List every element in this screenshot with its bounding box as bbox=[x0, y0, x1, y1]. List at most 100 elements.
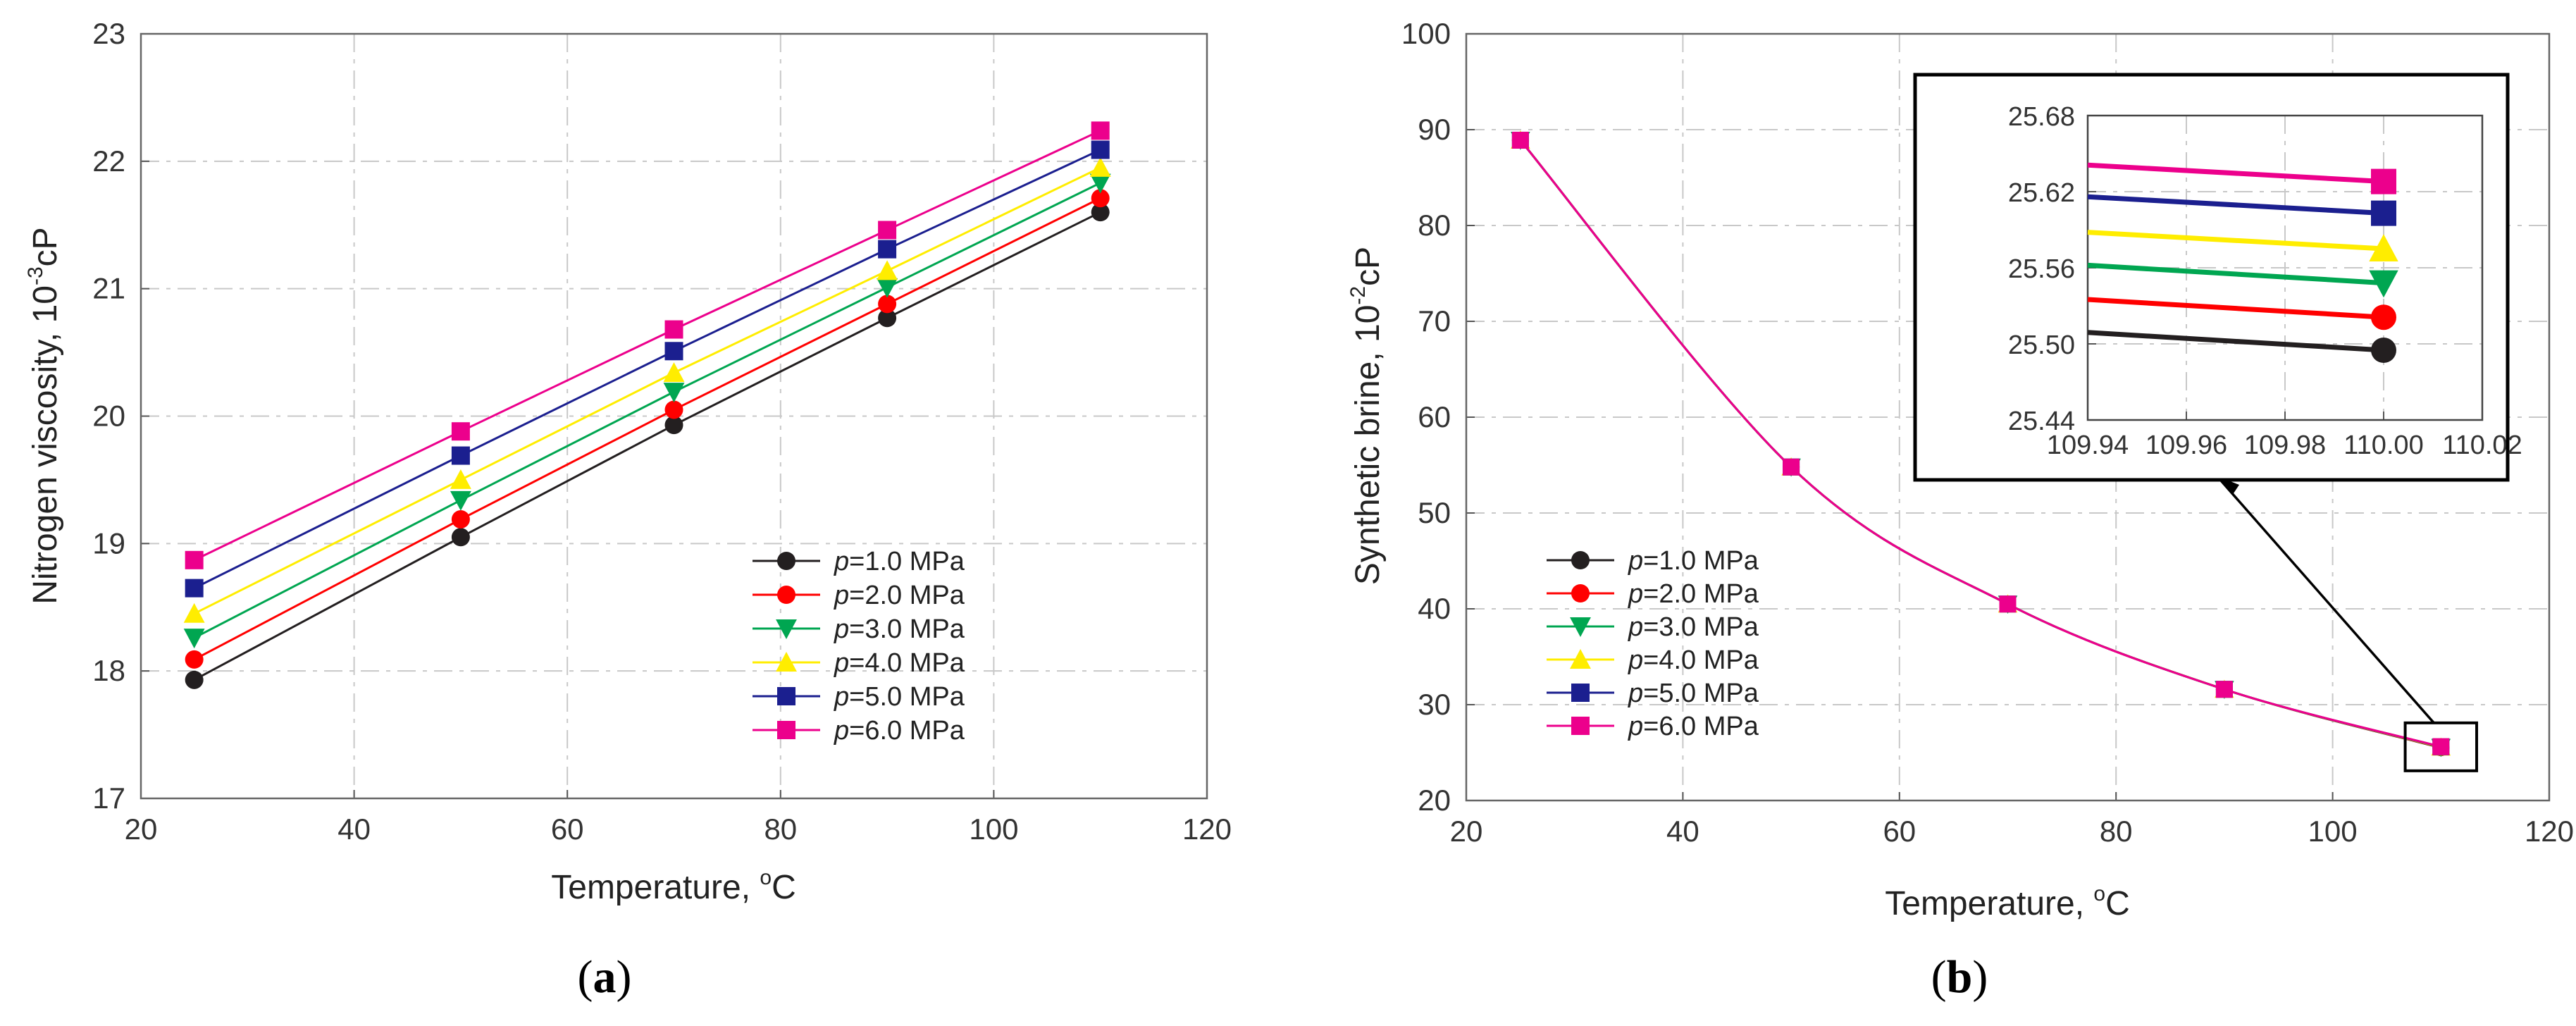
legend-entry-label: p=3.0 MPa bbox=[834, 614, 965, 644]
inset-series-line-p1 bbox=[2087, 330, 2384, 353]
legend-marker-p4 bbox=[1570, 649, 1591, 669]
legend-entry-label: p=5.0 MPa bbox=[1628, 679, 1759, 708]
data-point-p5 bbox=[185, 579, 204, 598]
data-point-p4 bbox=[663, 362, 685, 383]
inset-series-line-p4 bbox=[2087, 230, 2384, 252]
data-point-p6 bbox=[664, 320, 683, 339]
legend-entry-label: p=6.0 MPa bbox=[834, 716, 965, 746]
data-point-p5 bbox=[1091, 140, 1110, 159]
data-point-p6 bbox=[2215, 681, 2233, 698]
panel-b-series bbox=[1511, 130, 2451, 758]
legend-entry-label: p=5.0 MPa bbox=[834, 682, 965, 712]
legend-p-symbol: p bbox=[834, 581, 849, 610]
y-tick-label: 20 bbox=[92, 400, 125, 433]
data-point-p1 bbox=[451, 528, 470, 547]
legend-p-symbol: p bbox=[1628, 546, 1643, 576]
data-point-p3 bbox=[663, 383, 685, 403]
data-point-p5 bbox=[878, 240, 897, 259]
legend-marker-p1 bbox=[777, 552, 795, 570]
x-tick-label: 40 bbox=[338, 812, 371, 846]
panel-b-plot-frame bbox=[1465, 32, 2551, 802]
legend-p-symbol: p bbox=[1628, 679, 1643, 708]
y-tick-label: 25.50 bbox=[2008, 330, 2075, 360]
inset-data-point-p4 bbox=[2369, 234, 2398, 261]
data-point-p4 bbox=[183, 602, 205, 623]
y-tick-label: 21 bbox=[92, 272, 125, 305]
x-tick-label: 60 bbox=[1883, 815, 1916, 848]
zoom-region-box bbox=[2403, 721, 2479, 772]
legend-marker-p4 bbox=[776, 652, 797, 672]
x-tick-label: 110.00 bbox=[2343, 431, 2423, 460]
data-point-p2 bbox=[185, 650, 204, 669]
legend-label-text: =1.0 MPa bbox=[1643, 546, 1759, 576]
data-point-p6 bbox=[185, 550, 204, 569]
x-tick-label: 80 bbox=[2100, 815, 2133, 848]
legend-label-text: =2.0 MPa bbox=[1643, 579, 1759, 609]
data-point-p6 bbox=[878, 221, 897, 240]
inset-frame bbox=[1913, 73, 2510, 482]
y-tick-label: 25.44 bbox=[2008, 407, 2075, 436]
panel-b-y-axis-label: Synthetic brine, 10-2cP bbox=[1346, 247, 1387, 585]
legend-marker-p6 bbox=[777, 721, 795, 739]
legend-p-symbol: p bbox=[834, 614, 849, 644]
y-tick-label: 50 bbox=[1418, 496, 1451, 529]
data-point-p2 bbox=[1091, 189, 1110, 208]
y-tick-label: 22 bbox=[92, 144, 125, 178]
inset-data-point-p2 bbox=[2371, 304, 2396, 330]
legend-label-text: =4.0 MPa bbox=[849, 648, 965, 678]
legend-label-text: =4.0 MPa bbox=[1643, 645, 1759, 675]
legend-p-symbol: p bbox=[834, 682, 849, 712]
x-tick-label: 109.94 bbox=[2047, 431, 2129, 460]
legend-marker-p2 bbox=[777, 586, 795, 604]
legend-p-symbol: p bbox=[834, 716, 849, 746]
legend-label-text: =5.0 MPa bbox=[1643, 679, 1759, 708]
data-point-p1 bbox=[185, 670, 204, 689]
legend-label-text: =6.0 MPa bbox=[849, 716, 965, 746]
legend-label-text: =3.0 MPa bbox=[1643, 612, 1759, 642]
y-tick-label: 40 bbox=[1418, 592, 1451, 625]
data-point-p5 bbox=[664, 342, 683, 361]
data-point-p1 bbox=[878, 309, 897, 328]
legend-entry-label: p=3.0 MPa bbox=[1628, 612, 1759, 642]
y-tick-label: 30 bbox=[1418, 688, 1451, 721]
legend-entry-label: p=2.0 MPa bbox=[1628, 579, 1759, 609]
legend-entry-label: p=2.0 MPa bbox=[834, 581, 965, 610]
series-curve-p6 bbox=[1519, 140, 2441, 748]
y-tick-label: 80 bbox=[1418, 209, 1451, 242]
x-tick-label: 80 bbox=[764, 812, 797, 846]
legend-entry-label: p=1.0 MPa bbox=[834, 547, 965, 576]
x-tick-label: 20 bbox=[125, 812, 158, 846]
inset-series-line-p6 bbox=[2087, 162, 2384, 185]
data-point-p6 bbox=[2432, 738, 2450, 755]
y-tick-label: 23 bbox=[92, 17, 125, 50]
legend-marker-p5 bbox=[777, 687, 795, 705]
inset-data-point-p5 bbox=[2371, 200, 2396, 226]
legend-label-text: =3.0 MPa bbox=[849, 614, 965, 644]
panel-a-tick-labels: 20 40 60 80 100 120 17 18 19 20 21 22 23 bbox=[92, 17, 1232, 846]
legend-p-symbol: p bbox=[1628, 645, 1643, 675]
zoom-arrow-line bbox=[2219, 479, 2435, 724]
legend-marker-p3 bbox=[1570, 617, 1591, 637]
y-tick-label: 20 bbox=[1418, 784, 1451, 817]
legend-p-symbol: p bbox=[1628, 579, 1643, 609]
y-tick-label: 17 bbox=[92, 781, 125, 815]
inset-series-line-p2 bbox=[2087, 297, 2384, 320]
data-point-p3 bbox=[1089, 173, 1111, 194]
data-point-p5 bbox=[451, 446, 470, 465]
x-tick-label: 120 bbox=[2525, 815, 2574, 848]
legend-marker-p5 bbox=[1571, 684, 1590, 702]
y-tick-label: 25.56 bbox=[2008, 254, 2075, 284]
panel-b-chart: 20 40 60 80 100 120 20 30 40 50 60 70 80 90 100 Temper… bbox=[1346, 17, 2574, 1003]
x-tick-label: 110.02 bbox=[2442, 431, 2522, 460]
legend-entry-label: p=4.0 MPa bbox=[834, 648, 965, 678]
panel-a-caption-label: (a) bbox=[578, 951, 632, 1003]
y-tick-label: 90 bbox=[1418, 113, 1451, 146]
panel-a-y-axis-label: Nitrogen viscosity, 10-3cP bbox=[24, 227, 64, 604]
legend-label-text: =2.0 MPa bbox=[849, 581, 965, 610]
legend-marker-p1 bbox=[1571, 551, 1590, 569]
x-tick-label: 60 bbox=[551, 812, 584, 846]
legend-marker-p2 bbox=[1571, 584, 1590, 602]
y-tick-label: 25.62 bbox=[2008, 178, 2075, 208]
